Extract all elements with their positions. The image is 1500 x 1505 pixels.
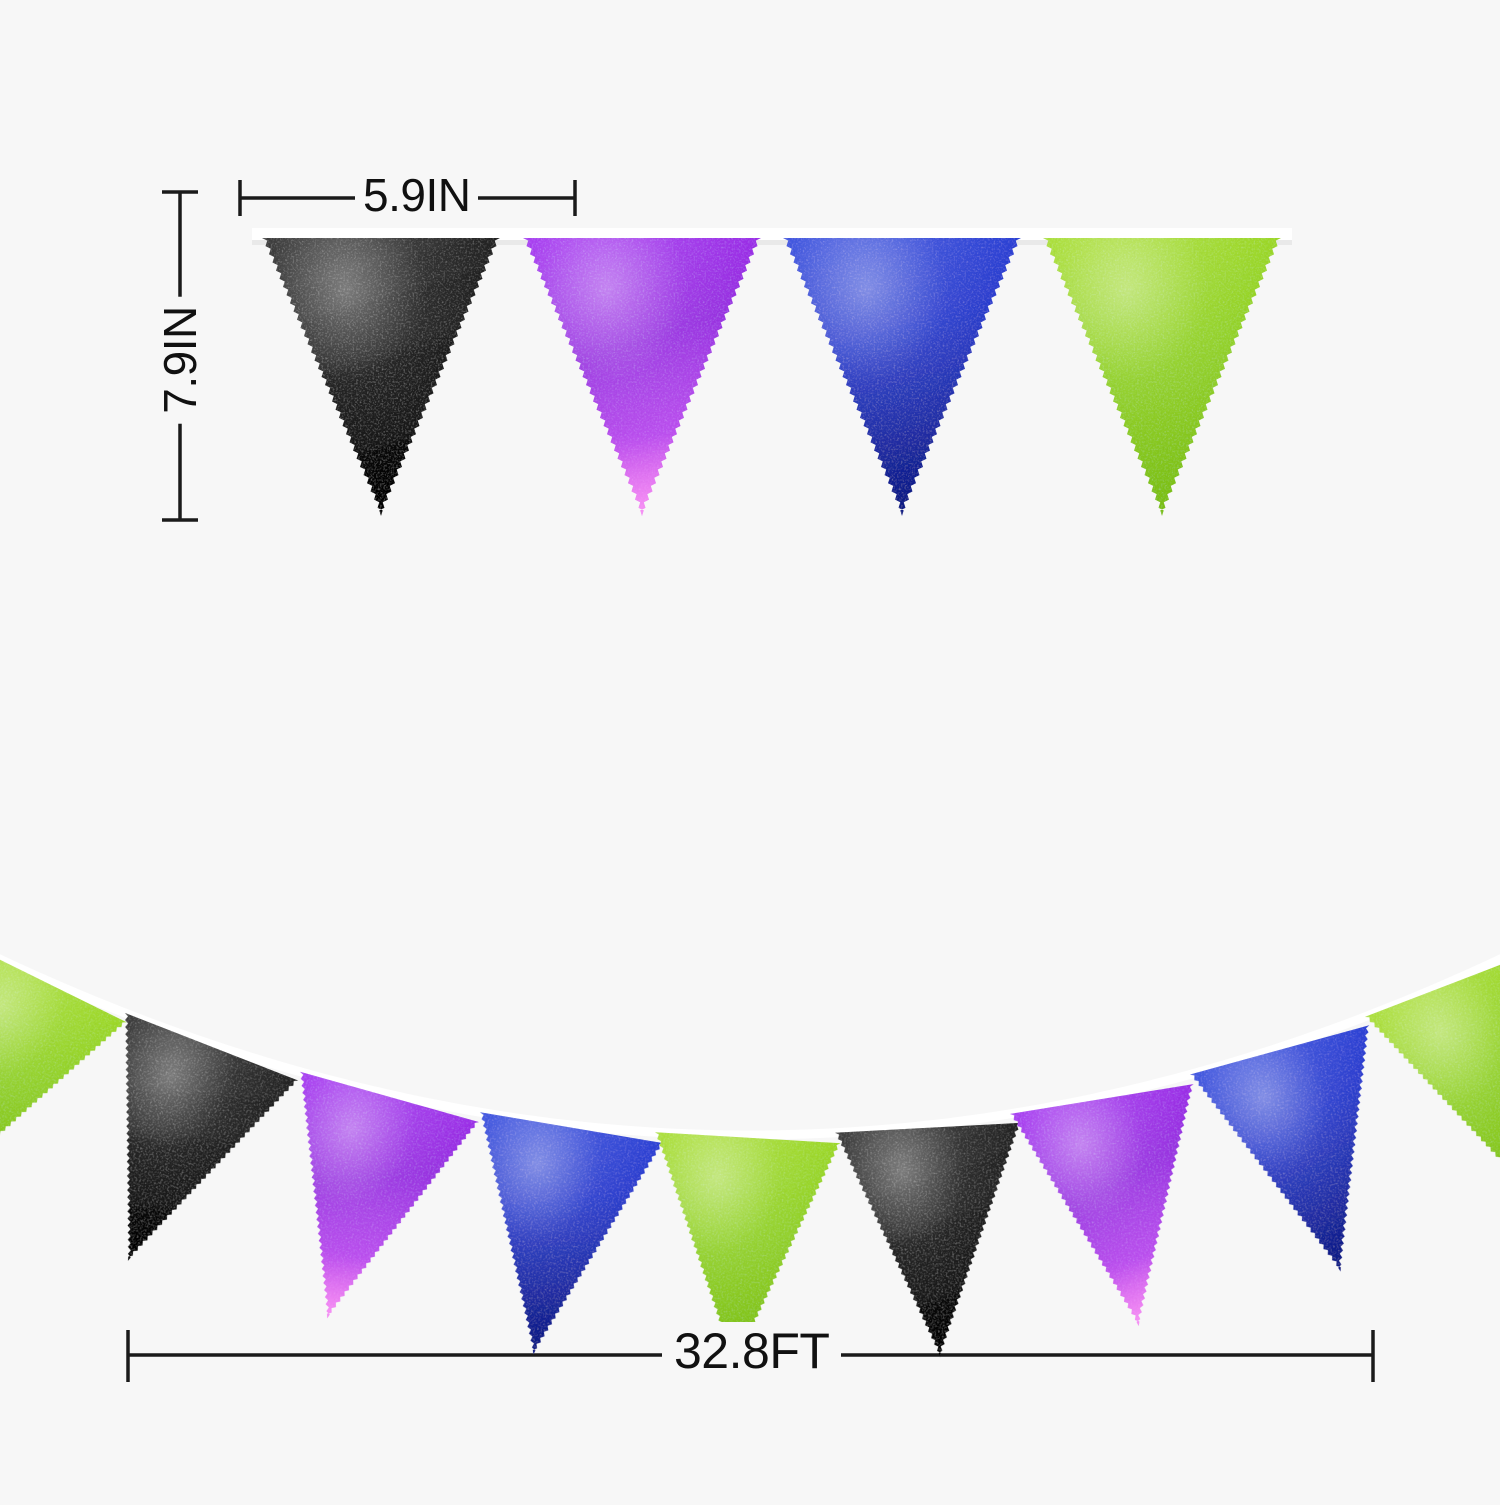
flag-green-3 <box>1365 950 1500 1199</box>
flag-green-2 <box>655 1132 841 1368</box>
flag-purple-2 <box>1010 1084 1194 1327</box>
dimension-height-label-wrap: 7.9IN <box>150 296 210 424</box>
flag-green-1 <box>0 940 127 1188</box>
dimension-length-label: 32.8FT <box>662 1322 842 1380</box>
garland-banner <box>0 940 1500 1368</box>
flag-blue-1 <box>480 1112 664 1355</box>
flag-purple <box>523 238 761 516</box>
dimension-height-label: 7.9IN <box>151 296 209 424</box>
flag-black <box>262 238 500 516</box>
flag-green <box>1043 238 1281 516</box>
banner-string-top <box>252 228 1292 245</box>
flag-purple-1 <box>300 1071 480 1319</box>
flag-blue-2 <box>1190 1025 1370 1272</box>
dimension-width-label: 5.9IN <box>355 168 479 222</box>
top-row-banner <box>252 228 1292 516</box>
flag-blue <box>783 238 1021 516</box>
flag-black-1 <box>125 1012 299 1261</box>
flag-black-2 <box>835 1122 1021 1358</box>
